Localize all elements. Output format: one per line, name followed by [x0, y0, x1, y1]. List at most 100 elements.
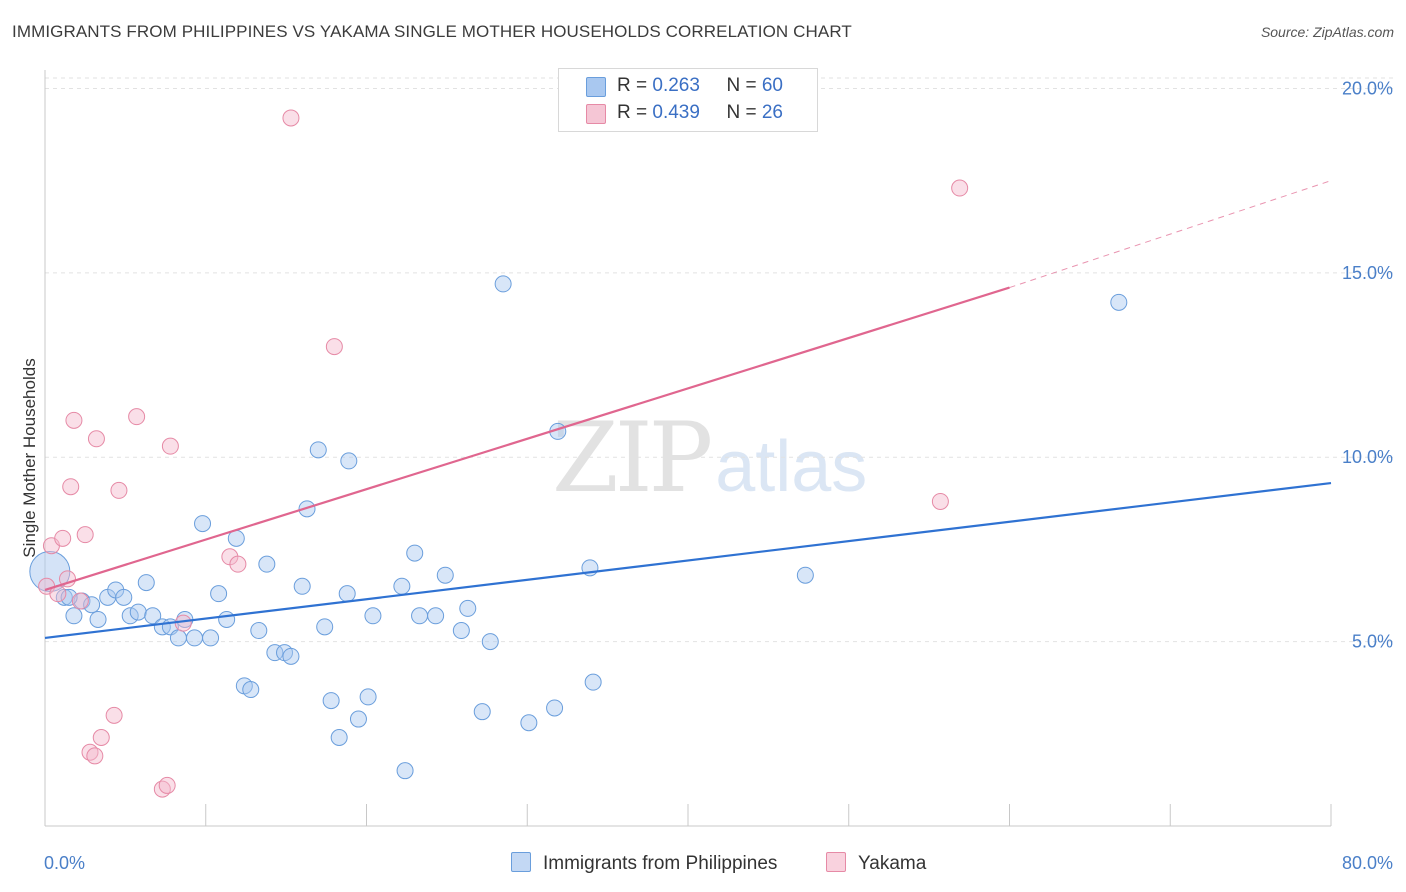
x-tick-label: 0.0%	[44, 853, 85, 873]
data-point[interactable]	[452, 622, 470, 640]
data-point[interactable]	[250, 622, 268, 640]
legend-swatch-yakama	[586, 104, 606, 124]
data-point[interactable]	[71, 592, 89, 610]
legend: R = 0.263 N = 60 R = 0.439 N = 26	[558, 68, 818, 132]
data-point[interactable]	[110, 481, 128, 499]
data-point[interactable]	[951, 179, 969, 197]
tick-labels: 5.0% 10.0% 15.0% 20.0% 0.0% 80.0% Single Mothe…	[20, 78, 1393, 873]
data-point[interactable]	[584, 673, 602, 691]
series-0	[29, 275, 1128, 780]
chart-title: IMMIGRANTS FROM PHILIPPINES VS YAKAMA SI…	[12, 22, 852, 41]
legend-r-value: 0.439	[652, 102, 700, 123]
data-point[interactable]	[411, 607, 429, 625]
trend-lines	[44, 180, 1332, 640]
data-point[interactable]	[481, 633, 499, 651]
data-point[interactable]	[65, 607, 83, 625]
data-point[interactable]	[931, 492, 949, 510]
y-tick-label: 15.0%	[1342, 263, 1393, 283]
legend-swatch-philippines	[586, 77, 606, 97]
data-point[interactable]	[76, 526, 94, 544]
data-point[interactable]	[309, 441, 327, 459]
data-point[interactable]	[406, 544, 424, 562]
data-point[interactable]	[473, 703, 491, 721]
data-point[interactable]	[427, 607, 445, 625]
data-point[interactable]	[349, 710, 367, 728]
data-point[interactable]	[393, 577, 411, 595]
data-point[interactable]	[174, 614, 192, 632]
data-point[interactable]	[796, 566, 814, 584]
data-point[interactable]	[86, 747, 104, 765]
data-point[interactable]	[325, 338, 343, 356]
data-point[interactable]	[89, 610, 107, 628]
x-tick-label: 80.0%	[1342, 853, 1393, 873]
data-point[interactable]	[115, 588, 133, 606]
data-point[interactable]	[242, 681, 260, 699]
data-point[interactable]	[128, 408, 146, 426]
data-point[interactable]	[494, 275, 512, 293]
data-point[interactable]	[546, 699, 564, 717]
data-point[interactable]	[258, 555, 276, 573]
data-point[interactable]	[1110, 293, 1128, 311]
data-point[interactable]	[322, 692, 340, 710]
y-tick-label: 5.0%	[1352, 632, 1393, 652]
trend-line-extension-1	[1009, 180, 1332, 289]
data-point[interactable]	[202, 629, 220, 647]
watermark: ZIPatlas	[552, 402, 867, 514]
data-point[interactable]	[359, 688, 377, 706]
bottom-legend-label-yakama: Yakama	[858, 853, 927, 874]
legend-r-value: 0.263	[652, 75, 700, 96]
data-point[interactable]	[459, 599, 477, 617]
data-point[interactable]	[129, 603, 147, 621]
legend-r-label: R =	[617, 102, 653, 123]
data-point[interactable]	[282, 109, 300, 127]
legend-n-value: 60	[761, 75, 783, 96]
y-axis-label: Single Mother Households	[20, 358, 39, 557]
bottom-legend-yakama[interactable]: Yakama	[826, 852, 926, 875]
data-point[interactable]	[144, 607, 162, 625]
data-point[interactable]	[396, 762, 414, 780]
data-point[interactable]	[137, 574, 155, 592]
bottom-legend-philippines[interactable]: Immigrants from Philippines	[511, 852, 777, 875]
series-1	[38, 109, 969, 798]
data-point[interactable]	[54, 529, 72, 547]
data-point[interactable]	[218, 610, 236, 628]
bottom-legend-label-philippines: Immigrants from Philippines	[543, 853, 778, 874]
data-point[interactable]	[364, 607, 382, 625]
data-point[interactable]	[60, 588, 78, 606]
data-point[interactable]	[282, 647, 300, 665]
data-point[interactable]	[121, 607, 139, 625]
data-point[interactable]	[520, 714, 538, 732]
data-point[interactable]	[92, 728, 110, 746]
bottom-legend-swatch-yakama	[826, 852, 846, 872]
legend-n-value: 26	[761, 102, 783, 123]
data-point[interactable]	[340, 452, 358, 470]
data-point[interactable]	[161, 437, 179, 455]
data-point[interactable]	[293, 577, 311, 595]
data-point[interactable]	[436, 566, 454, 584]
data-point[interactable]	[59, 570, 77, 588]
data-point[interactable]	[316, 618, 334, 636]
legend-n-label: N =	[726, 102, 762, 123]
trend-line-1	[44, 286, 1010, 592]
data-point[interactable]	[330, 728, 348, 746]
data-point[interactable]	[158, 776, 176, 794]
data-point[interactable]	[229, 555, 247, 573]
data-point[interactable]	[65, 411, 83, 429]
data-point[interactable]	[266, 644, 284, 662]
data-point[interactable]	[194, 515, 212, 533]
chart-source: Source: ZipAtlas.com	[1260, 24, 1394, 40]
data-point[interactable]	[62, 478, 80, 496]
watermark-zip: ZIP	[552, 402, 713, 514]
data-point[interactable]	[169, 629, 187, 647]
data-point[interactable]	[83, 596, 101, 614]
data-point[interactable]	[105, 706, 123, 724]
data-point[interactable]	[210, 585, 228, 603]
data-point[interactable]	[87, 430, 105, 448]
data-point[interactable]	[185, 629, 203, 647]
bottom-legend-swatch-philippines	[511, 852, 531, 872]
axes	[44, 70, 1332, 827]
data-point[interactable]	[338, 585, 356, 603]
y-tick-label: 10.0%	[1342, 447, 1393, 467]
legend-r-label: R =	[617, 75, 653, 96]
